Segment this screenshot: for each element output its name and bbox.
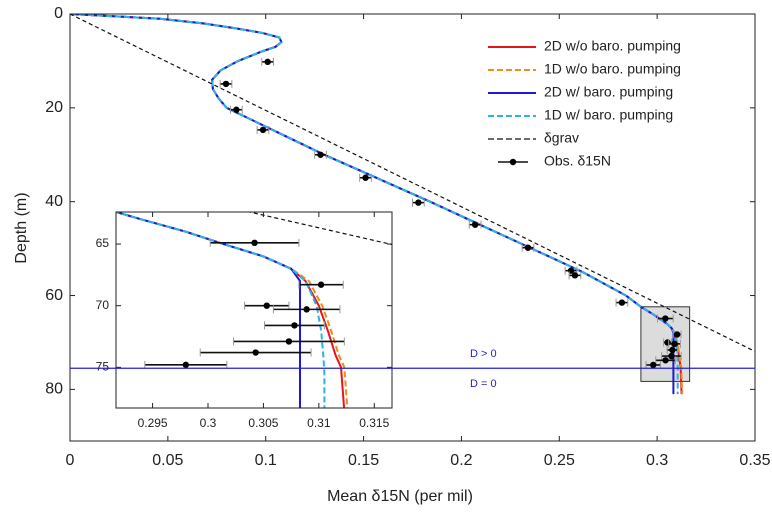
legend-label: δgrav bbox=[544, 130, 579, 146]
annotation: D = 0 bbox=[470, 378, 497, 390]
annotation: D > 0 bbox=[470, 348, 497, 360]
x-tick-label: 0.3 bbox=[200, 416, 217, 430]
x-tick-label: 0.05 bbox=[152, 452, 183, 469]
model-line bbox=[116, 212, 326, 408]
x-tick-label: 0.25 bbox=[544, 452, 575, 469]
observation-point bbox=[303, 306, 310, 313]
inset-background bbox=[76, 212, 392, 436]
observation-point bbox=[662, 357, 669, 364]
observation-point bbox=[415, 199, 422, 206]
axes-frame bbox=[69, 13, 756, 442]
y-tick-label: 70 bbox=[96, 298, 110, 312]
y-tick-label: 20 bbox=[45, 99, 63, 116]
model-line bbox=[116, 212, 301, 408]
observation-point bbox=[182, 361, 190, 369]
x-tick-label: 0.35 bbox=[739, 452, 770, 469]
legend-label: Obs. δ15N bbox=[544, 153, 611, 169]
observation-point bbox=[618, 299, 626, 306]
x-tick-label: 0.3 bbox=[646, 452, 668, 469]
x-tick-label: 0 bbox=[66, 452, 75, 469]
observation-point bbox=[669, 346, 676, 354]
x-axis-label: Mean δ15N (per mil) bbox=[327, 488, 473, 505]
observation-point bbox=[317, 281, 325, 288]
x-tick-label: 0.31 bbox=[307, 416, 331, 430]
y-tick-label: 40 bbox=[45, 193, 63, 210]
x-tick-label: 0.295 bbox=[138, 416, 168, 430]
observation-point bbox=[664, 339, 671, 346]
observation-point bbox=[251, 239, 258, 247]
legend-swatch bbox=[509, 158, 517, 166]
observation-point bbox=[291, 322, 298, 329]
observation-point bbox=[524, 244, 532, 251]
observation-point bbox=[252, 349, 259, 356]
x-tick-label: 0.1 bbox=[255, 452, 277, 469]
observation-point bbox=[222, 80, 230, 88]
y-tick-label: 80 bbox=[45, 381, 63, 398]
y-tick-label: 60 bbox=[45, 287, 63, 304]
observation-point bbox=[233, 106, 240, 113]
x-tick-label: 0.315 bbox=[359, 416, 389, 430]
observation-point bbox=[317, 151, 324, 158]
observation-point bbox=[650, 361, 657, 369]
observation-point bbox=[5, 198, 11, 204]
observation-point bbox=[263, 302, 270, 309]
observation-point bbox=[673, 331, 681, 338]
plot-data bbox=[5, 198, 392, 408]
x-tick-label: 0.2 bbox=[450, 452, 472, 469]
y-tick-label: 75 bbox=[96, 359, 110, 373]
observation-point bbox=[471, 221, 479, 228]
legend-label: 2D w/ baro. pumping bbox=[544, 84, 673, 100]
plot-data bbox=[70, 14, 755, 395]
observation-point bbox=[671, 340, 678, 348]
y-tick-label: 65 bbox=[96, 236, 110, 250]
axes-frame bbox=[115, 211, 393, 409]
observation-point bbox=[259, 126, 267, 134]
reference-line bbox=[70, 14, 755, 352]
observation-point bbox=[571, 272, 579, 279]
legend-label: 2D w/o baro. pumping bbox=[544, 38, 681, 54]
observation-point bbox=[285, 338, 293, 345]
observation-point bbox=[668, 352, 675, 360]
legend-label: 1D w/ baro. pumping bbox=[544, 107, 673, 123]
legend-label: 1D w/o baro. pumping bbox=[544, 61, 681, 77]
y-tick-label: 0 bbox=[54, 5, 63, 22]
model-line bbox=[70, 14, 679, 395]
observation-point bbox=[264, 58, 271, 66]
y-axis-label: Depth (m) bbox=[13, 192, 30, 263]
observation-point bbox=[662, 315, 669, 322]
x-tick-label: 0.15 bbox=[348, 452, 379, 469]
observation-point bbox=[362, 174, 369, 181]
x-tick-label: 0.305 bbox=[248, 416, 278, 430]
